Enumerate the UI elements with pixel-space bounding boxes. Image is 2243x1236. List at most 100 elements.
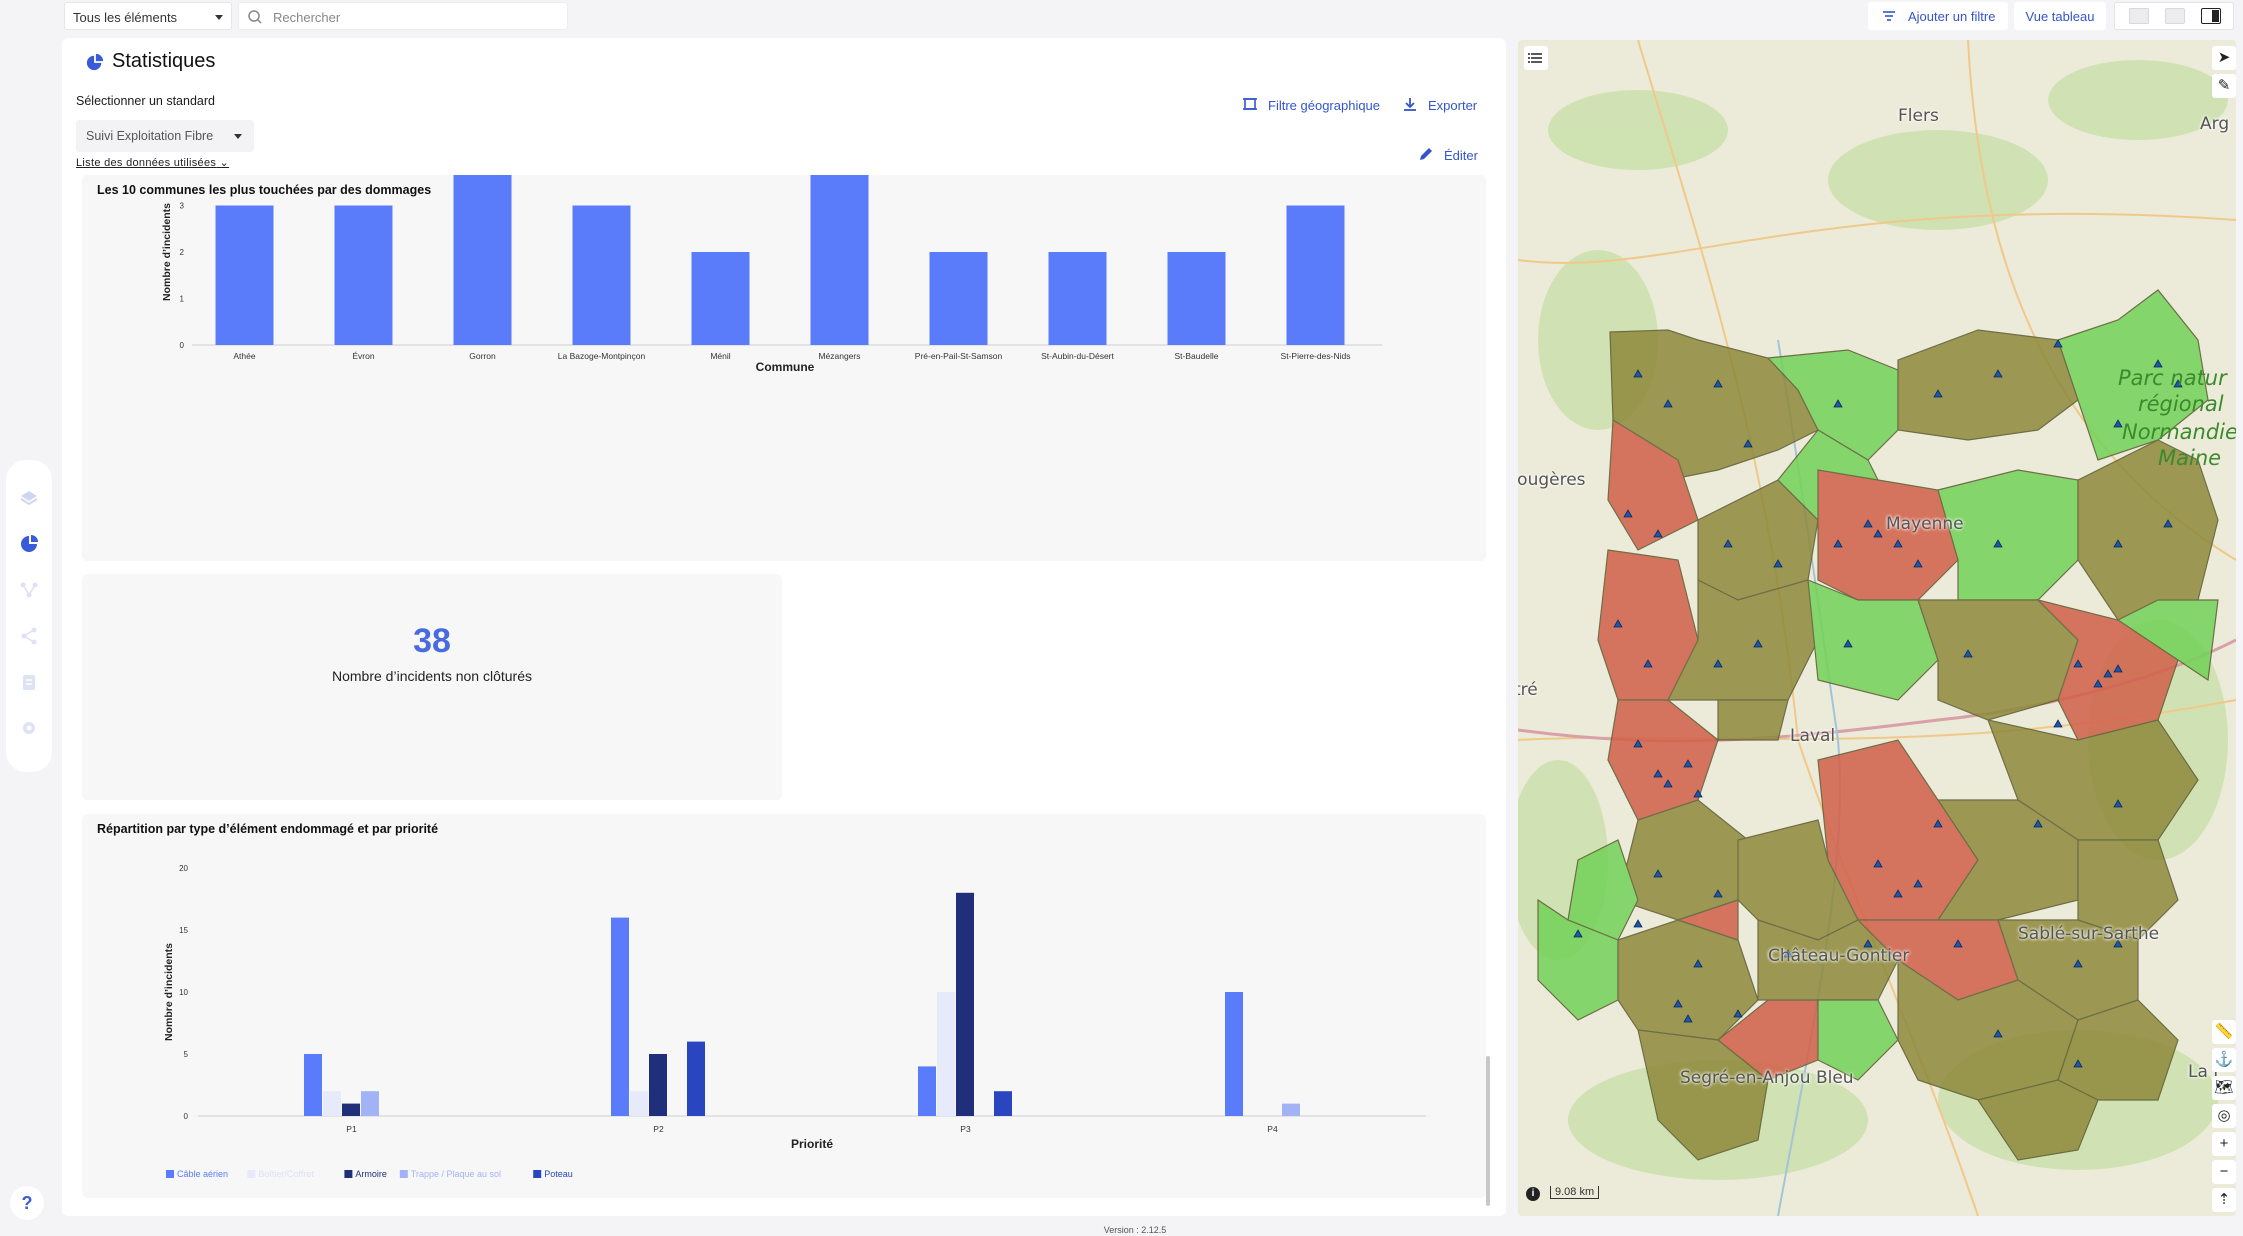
x-axis-label: Commune xyxy=(756,360,815,374)
x-tick-label: St-Pierre-des-Nids xyxy=(1281,351,1351,361)
left-rail xyxy=(6,460,52,772)
map-label: Vitré xyxy=(1518,680,1538,700)
y-tick-label: 1 xyxy=(180,295,185,304)
bar xyxy=(304,1054,322,1116)
y-tick-label: 0 xyxy=(184,1112,189,1121)
layout-map-icon[interactable] xyxy=(2201,8,2221,24)
version-label: Version : 2.12.5 xyxy=(1103,1225,1167,1235)
bar xyxy=(334,205,393,345)
bar xyxy=(937,992,955,1116)
communes-bar-chart: 01234AthéeÉvronGorronLa Bazoge-Montpinço… xyxy=(161,175,1382,374)
standard-select-label: Sélectionner un standard xyxy=(76,94,215,108)
info-icon[interactable]: i xyxy=(1526,1187,1540,1201)
anchor-icon[interactable]: ⚓ xyxy=(2212,1048,2236,1072)
cursor-tool-icon[interactable]: ➤ xyxy=(2212,46,2236,70)
search-input[interactable]: Rechercher xyxy=(238,2,568,30)
edit-button[interactable]: Éditer xyxy=(1418,146,1478,165)
legend-label: Armoire xyxy=(355,1169,387,1179)
bar xyxy=(323,1091,341,1116)
bar xyxy=(572,205,631,345)
map-view[interactable]: Flers Fougères Vitré Laval Château-Gonti… xyxy=(1518,40,2236,1216)
table-view-button[interactable]: Vue tableau xyxy=(2014,2,2106,30)
add-filter-label: Ajouter un filtre xyxy=(1908,9,1996,24)
y-tick-label: 10 xyxy=(179,988,188,997)
help-button[interactable]: ? xyxy=(10,1186,44,1220)
kpi-value: 38 xyxy=(413,622,451,660)
bar xyxy=(1225,992,1243,1116)
top-bar: Tous les éléments Rechercher Ajouter un … xyxy=(0,0,2243,32)
legend-label: Poteau xyxy=(544,1169,573,1179)
legend-label: Boîtier/Coffret xyxy=(258,1169,314,1179)
bar xyxy=(956,892,974,1116)
y-tick-label: 2 xyxy=(180,248,185,257)
map-label: Château-Gontier xyxy=(1768,946,1910,966)
bar xyxy=(453,175,512,345)
y-axis-label: Nombre d’incidents xyxy=(161,203,173,301)
map-canvas[interactable] xyxy=(1518,40,2236,1216)
layers-icon[interactable] xyxy=(19,488,39,508)
geo-filter-button[interactable]: Filtre géographique xyxy=(1242,96,1380,115)
geo-filter-label: Filtre géographique xyxy=(1268,98,1381,113)
map-label: Mayenne xyxy=(1886,514,1964,534)
x-tick-label: Mézangers xyxy=(818,351,860,361)
chart-title: Répartition par type d’élément endommagé… xyxy=(97,822,439,836)
map-scale: 9.08 km xyxy=(1550,1186,1600,1199)
data-list-toggle[interactable]: Liste des données utilisées ⌄ xyxy=(76,157,230,169)
clipboard-icon[interactable] xyxy=(19,672,39,692)
legend-swatch xyxy=(399,1170,408,1178)
locate-icon[interactable]: ◎ xyxy=(2212,1104,2236,1128)
statistics-icon[interactable] xyxy=(19,534,39,554)
communes-chart-card: Les 10 communes les plus touchées par de… xyxy=(82,175,1486,561)
bar xyxy=(929,252,988,345)
bar xyxy=(810,175,869,345)
panel-scrollbar[interactable] xyxy=(1486,1056,1490,1206)
bar xyxy=(361,1091,379,1116)
priority-grouped-bar-chart: 0 5 10 15 20 P1 P2 P3 P4 Priorité Nombre d’inciden… xyxy=(163,864,1426,1179)
priority-chart-card: Répartition par type d’élément endommagé… xyxy=(82,814,1486,1198)
draw-tool-icon[interactable]: ✎ xyxy=(2212,74,2236,98)
layout-switch[interactable] xyxy=(2114,2,2234,30)
share-icon[interactable] xyxy=(19,626,39,646)
layout-full-list-icon[interactable] xyxy=(2129,8,2149,24)
zoom-in-icon[interactable]: + xyxy=(2212,1132,2236,1156)
zoom-out-icon[interactable]: − xyxy=(2212,1160,2236,1184)
bar xyxy=(342,1103,360,1116)
bar xyxy=(630,1091,648,1116)
scope-select[interactable]: Tous les éléments xyxy=(64,2,232,30)
settings-icon[interactable] xyxy=(19,718,39,738)
x-axis-label: Priorité xyxy=(791,1137,833,1151)
ruler-icon[interactable]: 📏 xyxy=(2212,1020,2236,1044)
park-label: régional xyxy=(2138,392,2224,416)
legend-swatch xyxy=(247,1170,256,1178)
export-button[interactable]: Exporter xyxy=(1402,96,1477,115)
data-list-label: Liste des données utilisées xyxy=(76,157,217,169)
legend-toggle-icon[interactable] xyxy=(1524,46,1548,70)
kpi-card xyxy=(82,574,782,800)
x-tick-label: Évron xyxy=(352,351,374,361)
basemap-icon[interactable]: 🗺 xyxy=(2212,1076,2236,1100)
x-tick-label: St-Baudelle xyxy=(1175,351,1219,361)
standard-select[interactable]: Suivi Exploitation Fibre xyxy=(76,120,254,152)
layout-split-icon[interactable] xyxy=(2165,8,2185,24)
bar xyxy=(215,205,274,345)
bar xyxy=(1167,252,1226,345)
bar xyxy=(1048,252,1107,345)
page-title: Statistiques xyxy=(112,50,216,72)
chevron-down-icon xyxy=(215,15,223,20)
compass-icon[interactable]: ⇡ xyxy=(2212,1188,2236,1212)
x-tick-label: Ménil xyxy=(710,351,730,361)
download-icon xyxy=(1404,98,1416,111)
bar xyxy=(918,1066,936,1116)
map-label: Arg xyxy=(2200,114,2230,134)
edit-label: Éditer xyxy=(1444,148,1478,163)
bar xyxy=(994,1091,1012,1116)
x-tick-label: Gorron xyxy=(469,351,496,361)
bar xyxy=(691,252,750,345)
network-icon[interactable] xyxy=(19,580,39,600)
x-tick-label: Pré-en-Pail-St-Samson xyxy=(915,351,1003,361)
add-filter-button[interactable]: Ajouter un filtre xyxy=(1868,2,2008,30)
bar xyxy=(1286,205,1345,345)
map-label: Segré-en-Anjou Bleu xyxy=(1680,1068,1854,1088)
x-tick-label: La Bazoge-Montpinçon xyxy=(558,351,646,361)
park-label: Normandie xyxy=(2122,420,2236,444)
